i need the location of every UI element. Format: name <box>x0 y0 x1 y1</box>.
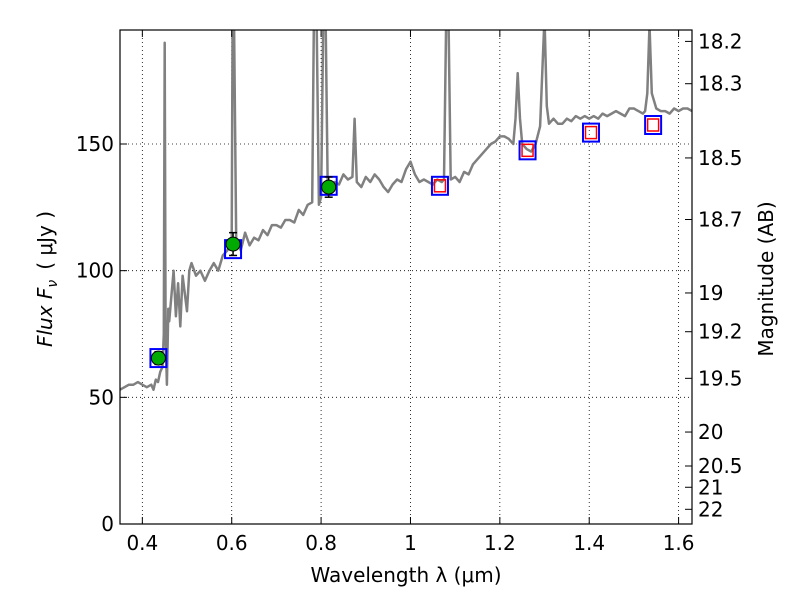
ticks <box>120 30 692 525</box>
grid <box>120 30 692 524</box>
model-photometry-marker <box>430 175 449 196</box>
x-tick-label: 1.4 <box>573 531 605 555</box>
y-tick-label: 50 <box>89 385 114 409</box>
right-tick-label: 18.7 <box>698 207 743 231</box>
upper-limit-marker <box>433 179 447 193</box>
tick-labels: 0.4 0.6 0.8 1 1.2 1.4 1.6 0 50 100 150 18.2 18.3 18.5… <box>76 29 743 555</box>
right-tick-label: 18.2 <box>698 29 743 53</box>
x-tick-label: 0.6 <box>216 531 248 555</box>
x-tick-label: 1 <box>404 531 417 555</box>
x-axis-label: Wavelength λ (μm) <box>310 563 501 587</box>
x-tick-label: 1.2 <box>484 531 516 555</box>
upper-limit-marker <box>521 143 534 158</box>
right-tick-label: 21 <box>698 475 723 499</box>
right-tick-label: 20 <box>698 420 723 444</box>
y-axis-label-unit: ( μJy ) <box>33 211 57 270</box>
x-tick-label: 1.6 <box>663 531 695 555</box>
right-tick-label: 19 <box>698 281 723 305</box>
right-axis-label: Magnitude (AB) <box>754 201 778 356</box>
y-tick-label: 100 <box>76 259 114 283</box>
observed-flux-point <box>225 236 241 252</box>
upper-limit-marker <box>584 125 598 140</box>
y-tick-label: 0 <box>101 512 114 536</box>
spectrum-line <box>120 30 692 391</box>
x-tick-label: 0.8 <box>305 531 337 555</box>
right-tick-label: 18.3 <box>698 72 743 96</box>
right-tick-label: 20.5 <box>698 454 743 478</box>
y-tick-label: 150 <box>76 132 114 156</box>
model-photometry-marker <box>149 348 168 369</box>
x-tick-label: 0.4 <box>126 531 158 555</box>
upper-limit-marker <box>646 118 660 132</box>
model-photometry-marker <box>582 122 601 143</box>
y-axis-label: Flux Fν ( μJy ) <box>33 211 61 347</box>
model-photometry-marker <box>644 115 663 135</box>
plot-frame <box>119 29 693 525</box>
series-layer <box>120 30 692 391</box>
right-tick-label: 19.2 <box>698 320 743 344</box>
right-tick-label: 19.5 <box>698 366 743 390</box>
right-tick-label: 18.5 <box>698 146 743 170</box>
observed-flux-point <box>321 179 337 195</box>
y-axis-label-sub: ν <box>45 280 61 288</box>
plot-area <box>120 30 692 391</box>
y-axis-label-flux: Flux F <box>33 287 57 347</box>
observed-flux-point <box>150 350 166 366</box>
right-tick-label: 22 <box>698 497 723 521</box>
model-photometry-marker <box>518 140 537 161</box>
